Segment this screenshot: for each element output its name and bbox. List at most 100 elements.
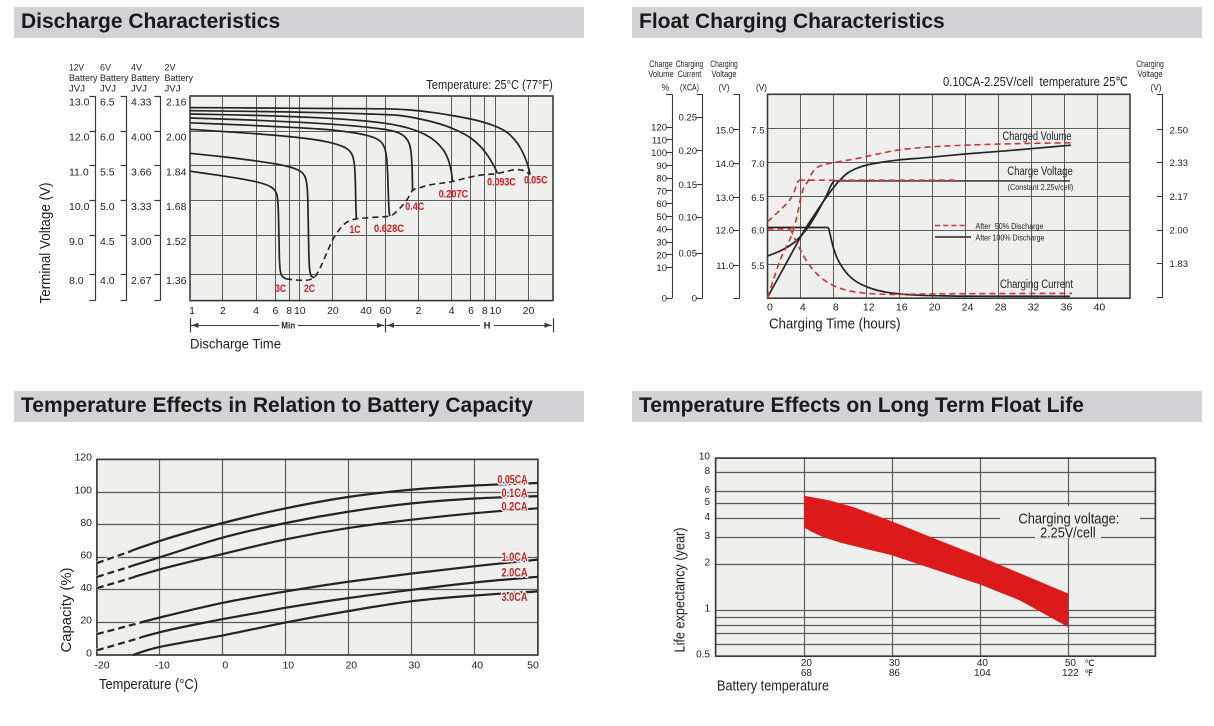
svg-text:60: 60 <box>380 305 392 317</box>
svg-text:6: 6 <box>468 305 474 317</box>
svg-text:(V): (V) <box>756 83 767 93</box>
svg-text:(Constant 2.25v/cell): (Constant 2.25v/cell) <box>1008 182 1074 192</box>
svg-text:0.25: 0.25 <box>679 113 698 124</box>
svg-text:6.5: 6.5 <box>751 193 764 204</box>
svg-text:12.0: 12.0 <box>716 226 735 237</box>
svg-text:2V: 2V <box>165 63 177 74</box>
svg-text:30: 30 <box>656 238 667 249</box>
svg-text:6: 6 <box>704 485 710 496</box>
svg-text:5.5: 5.5 <box>100 166 115 178</box>
svg-text:Min: Min <box>281 321 295 332</box>
svg-text:13.0: 13.0 <box>716 193 735 204</box>
svg-text:Charging: Charging <box>676 59 704 69</box>
svg-text:0.5: 0.5 <box>696 649 710 660</box>
svg-text:8: 8 <box>482 305 488 317</box>
svg-text:(XCA): (XCA) <box>680 83 699 93</box>
svg-text:100: 100 <box>74 484 92 496</box>
svg-text:90: 90 <box>656 161 667 172</box>
svg-text:Voltage: Voltage <box>1138 69 1163 79</box>
svg-text:Temperature: 25°C (77°F): Temperature: 25°C (77°F) <box>426 77 553 92</box>
svg-text:1.0CA: 1.0CA <box>502 552 528 564</box>
svg-text:30: 30 <box>408 660 420 672</box>
svg-text:3.00: 3.00 <box>131 236 152 248</box>
svg-text:4: 4 <box>253 305 259 317</box>
svg-text:1.84: 1.84 <box>166 166 187 178</box>
svg-text:After 100% Discharge: After 100% Discharge <box>976 233 1045 243</box>
svg-text:40: 40 <box>977 658 989 669</box>
svg-text:20: 20 <box>523 305 535 317</box>
svg-text:12: 12 <box>863 302 875 314</box>
svg-text:0.10: 0.10 <box>679 213 698 224</box>
svg-text:2.25V/cell: 2.25V/cell <box>1040 524 1096 541</box>
svg-text:2: 2 <box>220 305 226 317</box>
svg-text:70: 70 <box>656 186 667 197</box>
svg-text:20: 20 <box>929 302 941 314</box>
svg-text:0.15: 0.15 <box>679 180 698 191</box>
svg-text:2.16: 2.16 <box>166 97 187 109</box>
svg-text:2: 2 <box>704 558 710 569</box>
svg-text:Volume: Volume <box>648 69 674 79</box>
svg-text:0: 0 <box>86 647 92 659</box>
svg-text:Battery: Battery <box>69 73 98 84</box>
svg-text:2C: 2C <box>304 283 315 295</box>
svg-text:10: 10 <box>294 305 306 317</box>
svg-text:5: 5 <box>704 497 710 508</box>
svg-text:8.0: 8.0 <box>69 275 84 287</box>
svg-text:1.36: 1.36 <box>166 275 187 287</box>
svg-text:3.33: 3.33 <box>131 201 152 213</box>
svg-text:2.17: 2.17 <box>1170 192 1189 203</box>
svg-text:104: 104 <box>974 668 991 679</box>
svg-text:Voltage: Voltage <box>712 69 737 79</box>
svg-text:8: 8 <box>286 305 292 317</box>
svg-text:1: 1 <box>189 305 195 317</box>
svg-text:2: 2 <box>416 305 422 317</box>
svg-text:4V: 4V <box>131 63 143 74</box>
svg-text:10: 10 <box>282 660 294 672</box>
svg-text:Discharge Time: Discharge Time <box>190 336 281 352</box>
svg-text:8: 8 <box>833 302 839 314</box>
svg-text:86: 86 <box>889 668 901 679</box>
svg-text:3.66: 3.66 <box>131 166 152 178</box>
svg-text:12.0: 12.0 <box>69 132 90 144</box>
svg-text:Charging: Charging <box>1136 59 1164 69</box>
svg-text:0.1CA: 0.1CA <box>502 488 528 500</box>
svg-text:50: 50 <box>527 660 539 672</box>
svg-text:100: 100 <box>651 148 667 159</box>
svg-text:6V: 6V <box>100 63 112 74</box>
svg-text:%: % <box>661 83 669 93</box>
svg-text:2.0CA: 2.0CA <box>502 567 528 579</box>
svg-text:40: 40 <box>80 582 92 594</box>
svg-text:JVJ: JVJ <box>165 84 181 95</box>
svg-text:0.10CA-2.25V/cell temperature: 0.10CA-2.25V/cell temperature 25℃ <box>943 74 1128 89</box>
svg-text:50: 50 <box>656 212 667 223</box>
svg-text:4.5: 4.5 <box>100 236 115 248</box>
svg-text:7.0: 7.0 <box>751 159 764 170</box>
svg-text:Charging: Charging <box>710 59 738 69</box>
svg-text:122: 122 <box>1062 668 1079 679</box>
svg-text:40: 40 <box>360 305 372 317</box>
svg-text:9.0: 9.0 <box>69 236 84 248</box>
svg-text:20: 20 <box>801 658 813 669</box>
svg-text:3: 3 <box>704 531 710 542</box>
svg-text:20: 20 <box>80 615 92 627</box>
svg-text:5.5: 5.5 <box>751 261 764 272</box>
svg-text:40: 40 <box>656 225 667 236</box>
svg-text:2.67: 2.67 <box>131 275 152 287</box>
svg-text:Current: Current <box>678 69 702 79</box>
svg-text:℉: ℉ <box>1085 668 1094 678</box>
svg-text:0.093C: 0.093C <box>487 177 516 189</box>
svg-text:0.20: 0.20 <box>679 146 698 157</box>
svg-text:32: 32 <box>1028 302 1040 314</box>
svg-text:3C: 3C <box>275 283 286 295</box>
svg-text:16: 16 <box>896 302 908 314</box>
svg-text:0.05CA: 0.05CA <box>498 475 528 487</box>
svg-text:℃: ℃ <box>1085 658 1095 668</box>
svg-text:20: 20 <box>327 305 339 317</box>
svg-text:Battery temperature: Battery temperature <box>717 677 829 694</box>
svg-text:1.83: 1.83 <box>1170 259 1189 270</box>
svg-text:80: 80 <box>656 174 667 185</box>
svg-text:-20: -20 <box>94 660 109 672</box>
svg-text:80: 80 <box>80 517 92 529</box>
svg-text:14.0: 14.0 <box>716 159 735 170</box>
svg-text:12V: 12V <box>69 63 85 74</box>
